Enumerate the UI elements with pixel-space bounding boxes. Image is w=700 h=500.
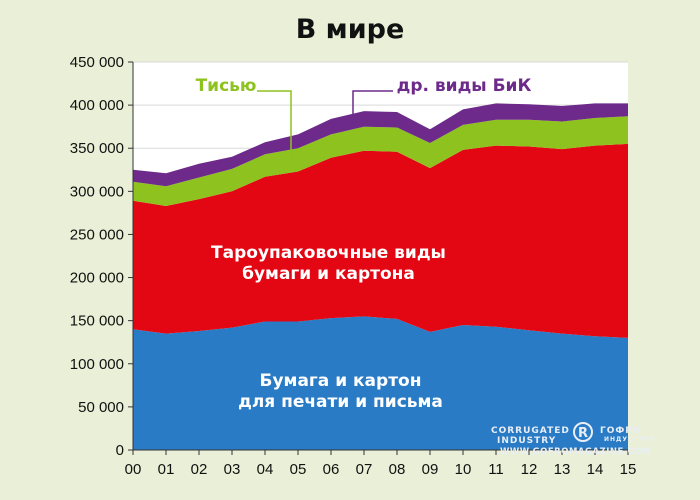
series-area-1	[133, 143, 628, 338]
watermark-url: WWW.GOFROMAGAZINE.COM	[500, 447, 651, 457]
series-label-print: Бумага и картон	[260, 371, 422, 391]
y-tick-label: 350 000	[70, 140, 124, 157]
chart-areas	[133, 103, 628, 450]
series-area-3	[133, 103, 628, 187]
y-axis-ticks: 0 50 000 100 000 150 000 200 000 250 000 300 0…	[70, 54, 133, 459]
x-tick-label: 10	[455, 461, 472, 478]
x-tick-label: 11	[488, 461, 504, 478]
y-tick-label: 450 000	[70, 54, 124, 71]
x-tick-label: 07	[356, 461, 373, 478]
x-tick-label: 04	[257, 461, 274, 478]
x-tick-label: 14	[587, 461, 604, 478]
y-tick-label: 0	[116, 442, 124, 459]
x-tick-label: 03	[224, 461, 241, 478]
y-tick-label: 400 000	[70, 97, 124, 114]
tissue-leader-line	[257, 90, 292, 160]
x-tick-label: 01	[158, 461, 175, 478]
registered-icon	[573, 422, 593, 442]
x-tick-label: 05	[290, 461, 307, 478]
x-tick-label: 15	[620, 461, 637, 478]
x-tick-label: 12	[521, 461, 538, 478]
watermark-line2: INDUSTRY	[497, 436, 556, 446]
publisher-watermark: CORRUGATED INDUSTRY R ГОФРО ИНДУСТРИЯ WW…	[491, 422, 656, 457]
series-label-packaging: бумаги и картона	[242, 264, 415, 284]
series-area-2	[133, 116, 628, 206]
x-tick-label: 09	[422, 461, 439, 478]
x-tick-label: 00	[125, 461, 142, 478]
y-tick-label: 300 000	[70, 183, 124, 200]
series-area-0	[133, 316, 628, 450]
x-tick-label: 08	[389, 461, 406, 478]
watermark-line1: CORRUGATED	[491, 426, 570, 436]
series-label-tissue: Тисью	[196, 76, 257, 96]
x-tick-label: 02	[191, 461, 208, 478]
series-label-print: для печати и письма	[238, 392, 443, 412]
other-leader-line	[352, 90, 393, 117]
watermark-line3: ГОФРО	[600, 426, 642, 436]
series-label-packaging: Тароупаковочные виды	[211, 243, 446, 263]
watermark-line4: ИНДУСТРИЯ	[604, 436, 656, 443]
y-tick-label: 150 000	[70, 313, 124, 330]
registered-icon-letter: R	[578, 426, 589, 441]
chart-title: В мире	[295, 14, 405, 45]
axes	[132, 62, 628, 451]
series-label-other: др. виды БиК	[397, 76, 532, 96]
x-tick-label: 13	[554, 461, 571, 478]
x-axis-ticks: 00 01 02 03 04 05 06 07 08 09 10 11 12 13 14 15	[125, 450, 637, 478]
y-tick-label: 50 000	[78, 399, 124, 416]
y-tick-label: 250 000	[70, 226, 124, 243]
x-tick-label: 06	[323, 461, 340, 478]
y-tick-label: 200 000	[70, 270, 124, 287]
y-tick-label: 100 000	[70, 356, 124, 373]
